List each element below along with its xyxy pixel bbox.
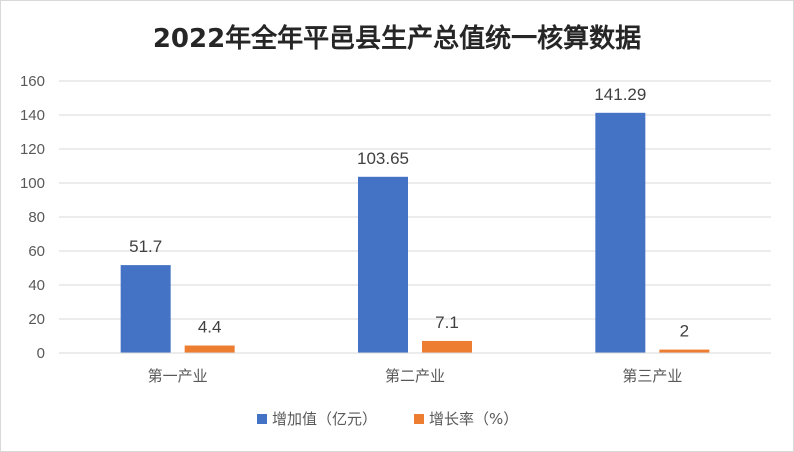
y-tick-label: 40 xyxy=(28,277,45,294)
x-tick-label: 第二产业 xyxy=(385,367,445,385)
chart-title: 2022年全年平邑县生产总值统一核算数据 xyxy=(153,23,641,54)
y-tick-label: 140 xyxy=(20,107,45,124)
gridlines xyxy=(59,80,771,354)
data-label: 103.65 xyxy=(357,149,409,168)
data-labels: 51.7 4.4 103.65 7.1 141.29 2 xyxy=(129,85,689,341)
y-tick-label: 20 xyxy=(28,311,45,328)
legend-label: 增长率（%） xyxy=(429,410,518,428)
data-label: 51.7 xyxy=(129,237,162,256)
y-axis: 0 20 40 60 80 100 120 140 160 xyxy=(20,73,45,362)
y-tick-label: 160 xyxy=(20,73,45,90)
x-axis: 第一产业 第二产业 第三产业 xyxy=(59,352,771,385)
y-tick-label: 120 xyxy=(20,141,45,158)
value-bar xyxy=(358,176,408,353)
data-label: 141.29 xyxy=(594,85,646,104)
legend-swatch xyxy=(257,414,267,424)
y-tick-label: 80 xyxy=(28,209,45,226)
x-tick-label: 第三产业 xyxy=(622,367,682,385)
y-tick-label: 100 xyxy=(20,175,45,192)
growth-bar xyxy=(184,345,235,353)
data-label: 4.4 xyxy=(198,318,222,337)
bars xyxy=(120,112,710,353)
legend-swatch xyxy=(414,414,424,424)
value-bar xyxy=(120,265,171,353)
legend: 增加值（亿元） 增长率（%） xyxy=(257,410,518,428)
y-tick-label: 60 xyxy=(28,243,45,260)
data-label: 7.1 xyxy=(435,313,459,332)
legend-label: 增加值（亿元） xyxy=(272,410,377,428)
x-tick-label: 第一产业 xyxy=(148,367,208,385)
growth-bar xyxy=(659,349,710,353)
y-tick-label: 0 xyxy=(37,345,45,362)
data-label: 2 xyxy=(680,322,689,341)
value-bar xyxy=(595,112,646,353)
growth-bar xyxy=(422,340,472,353)
